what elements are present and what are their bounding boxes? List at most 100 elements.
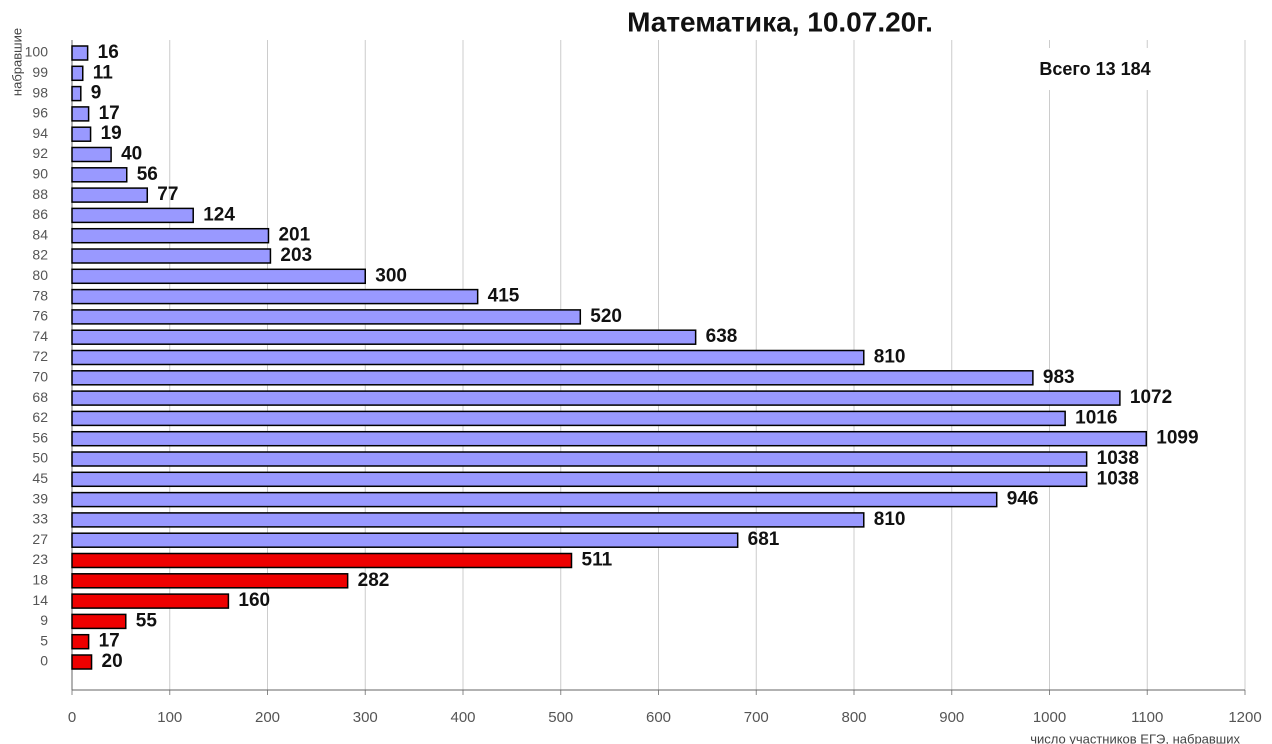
bar (71, 167, 128, 183)
bar (71, 248, 272, 264)
y-tick-label: 72 (32, 348, 48, 364)
bar (71, 309, 582, 325)
x-axis-label: число участников ЕГЭ, набравших (1030, 731, 1240, 744)
data-label: 1072 (1130, 387, 1172, 408)
y-tick-label: 39 (32, 490, 48, 506)
y-tick-label: 84 (32, 226, 48, 242)
data-label: 20 (102, 651, 123, 672)
bar (71, 227, 270, 244)
y-tick-label: 33 (32, 511, 48, 527)
data-label: 511 (582, 550, 613, 571)
y-tick-label: 27 (32, 531, 48, 547)
y-tick-label: 68 (32, 389, 48, 405)
x-tick-label: 400 (450, 709, 475, 726)
bar (71, 85, 82, 102)
bar (71, 268, 366, 285)
data-label: 17 (99, 631, 120, 652)
data-label: 520 (590, 306, 622, 327)
y-tick-label: 14 (32, 592, 48, 608)
y-tick-label: 78 (32, 287, 48, 303)
data-label: 415 (488, 286, 520, 307)
x-tick-label: 700 (744, 709, 769, 726)
data-label: 124 (203, 204, 235, 225)
y-tick-label: 76 (32, 308, 48, 324)
bar (71, 65, 84, 82)
bar (71, 370, 1034, 386)
y-axis-label: набравшие (9, 28, 24, 96)
bar (71, 45, 89, 61)
data-label: 1016 (1075, 407, 1117, 428)
bar (71, 573, 349, 589)
bar (71, 532, 739, 548)
y-tick-label: 92 (32, 145, 48, 161)
y-tick-label: 82 (32, 247, 48, 263)
bar (71, 451, 1088, 467)
y-tick-label: 100 (25, 44, 49, 60)
data-label: 810 (874, 347, 906, 368)
bar (71, 552, 573, 569)
data-label: 16 (98, 42, 119, 63)
bar (71, 146, 112, 163)
bar (71, 593, 230, 609)
x-tick-label: 1200 (1228, 709, 1261, 726)
y-tick-label: 62 (32, 409, 48, 425)
data-label: 17 (99, 103, 120, 124)
data-label: 19 (101, 123, 122, 144)
data-label: 282 (358, 570, 390, 591)
data-label: 810 (874, 509, 906, 530)
y-tick-label: 74 (32, 328, 48, 344)
x-tick-label: 600 (646, 709, 671, 726)
y-tick-label: 96 (32, 105, 48, 121)
data-label: 300 (375, 265, 407, 286)
y-tick-label: 90 (32, 166, 48, 182)
data-label: 983 (1043, 367, 1075, 388)
bar (71, 126, 92, 142)
data-label: 1038 (1097, 448, 1139, 469)
bar (71, 288, 479, 305)
data-label: 77 (157, 184, 178, 205)
y-tick-label: 94 (32, 125, 48, 141)
chart-title: Математика, 10.07.20г. (627, 6, 933, 37)
y-tick-label: 5 (40, 632, 48, 648)
bar (71, 106, 90, 122)
y-tick-label: 0 (40, 653, 48, 669)
x-tick-label: 200 (255, 709, 280, 726)
data-label: 638 (706, 326, 738, 347)
data-label: 681 (748, 529, 780, 550)
annotation-box (970, 48, 1215, 90)
data-label: 946 (1007, 489, 1039, 510)
data-label: 201 (278, 225, 310, 246)
x-tick-label: 1000 (1033, 709, 1066, 726)
data-label: 1038 (1097, 468, 1139, 489)
y-tick-label: 50 (32, 450, 48, 466)
x-tick-label: 900 (939, 709, 964, 726)
data-label: 40 (121, 144, 142, 165)
data-label: 9 (91, 83, 102, 104)
y-tick-label: 18 (32, 572, 48, 588)
bar (71, 654, 93, 670)
y-tick-label: 88 (32, 186, 48, 202)
data-label: 1099 (1156, 428, 1198, 449)
data-label: 160 (238, 590, 270, 611)
annotation: Всего 13 184 (1039, 59, 1150, 79)
y-tick-label: 80 (32, 267, 48, 283)
bar (71, 613, 127, 630)
bar (71, 471, 1088, 488)
y-tick-label: 70 (32, 369, 48, 385)
bar (71, 633, 90, 650)
bar (71, 430, 1148, 447)
y-tick-label: 45 (32, 470, 48, 486)
y-tick-label: 86 (32, 206, 48, 222)
x-tick-label: 100 (157, 709, 182, 726)
data-label: 56 (137, 164, 158, 185)
bar (71, 187, 149, 203)
x-tick-label: 1100 (1131, 709, 1163, 726)
bar (71, 207, 194, 224)
bar (71, 491, 998, 508)
y-tick-label: 23 (32, 551, 48, 567)
data-label: 55 (136, 610, 158, 631)
x-tick-label: 0 (68, 709, 76, 726)
bar (71, 410, 1066, 427)
y-tick-label: 56 (32, 429, 48, 445)
